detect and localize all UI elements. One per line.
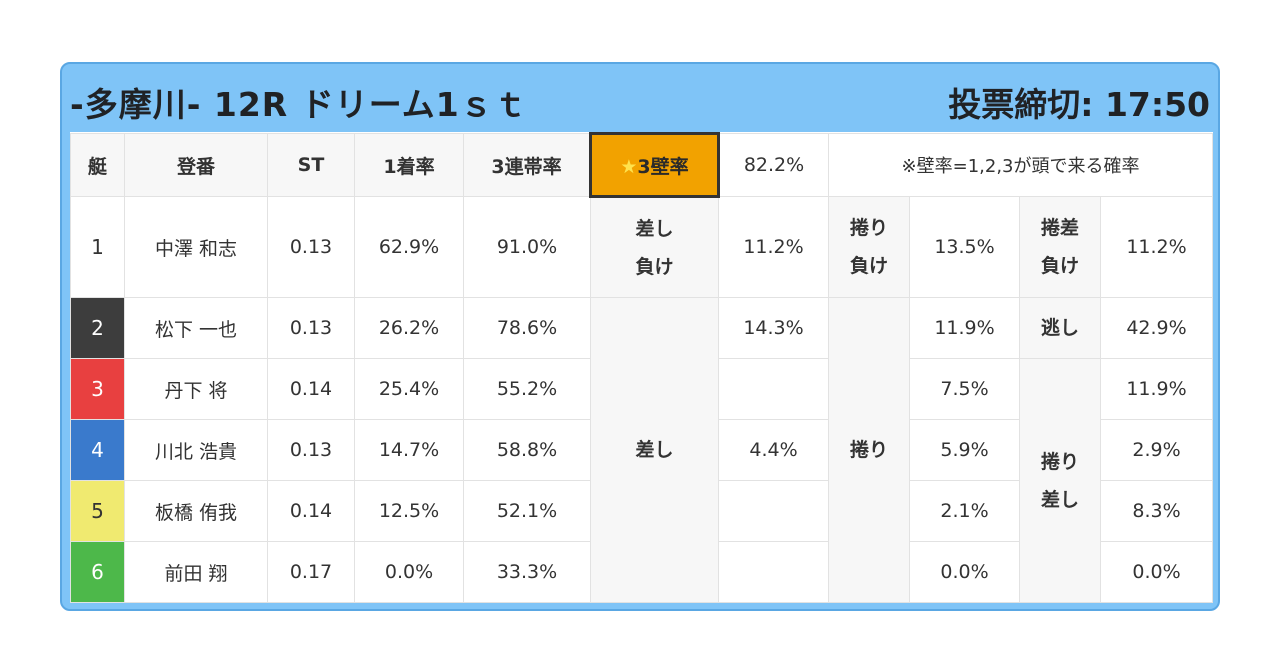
top3-rate-value: 58.8%	[463, 419, 591, 481]
header-row: 艇 登番 ST 1着率 3連帯率 ★3壁率 82.2% ※壁率=1,2,3が頭で…	[70, 132, 1214, 198]
nige-label: 逃し	[1019, 297, 1101, 359]
sashi-value-empty	[718, 480, 829, 542]
st-value: 0.14	[267, 358, 355, 420]
makurizashi-value: 11.9%	[1099, 358, 1214, 420]
makurizashi-value: 0.0%	[1099, 541, 1214, 603]
makuri-value: 0.0%	[909, 541, 1020, 603]
makurizashi-label: 捲り 差し	[1019, 358, 1101, 603]
makuri-value: 5.9%	[909, 419, 1020, 481]
deadline-label: 投票締切: 17:50	[948, 85, 1210, 124]
first-rate-value: 12.5%	[354, 480, 464, 542]
sashi-make-value: 11.2%	[718, 196, 829, 298]
racer-name: 板橋 侑我	[124, 480, 268, 542]
table-row: 2 松下 一也 0.13 26.2% 78.6% 差し 14.3% 捲り 11.…	[70, 297, 1214, 603]
sashi-make-label: 差し 負け	[590, 196, 719, 298]
wall-rate-badge[interactable]: ★3壁率	[589, 132, 720, 198]
title-bar: -多摩川- 12R ドリーム1ｓｔ 投票締切: 17:50	[62, 64, 1218, 132]
st-value: 0.14	[267, 480, 355, 542]
boat-number: 5	[70, 480, 125, 542]
table-row: 6 前田 翔 0.17 0.0% 33.3% 0.0% 0.0%	[70, 541, 1214, 603]
wall-rate-label: 3壁率	[637, 155, 689, 178]
label-line: 負け	[1040, 255, 1079, 277]
racer-name: 前田 翔	[124, 541, 268, 603]
table-row: 1 中澤 和志 0.13 62.9% 91.0% 差し負け 11.2% 捲り負け…	[70, 196, 1214, 298]
col-first-rate-header: 1着率	[354, 133, 464, 197]
col-name-header: 登番	[124, 133, 268, 197]
boat-number: 2	[70, 297, 125, 359]
top3-rate-value: 33.3%	[463, 541, 591, 603]
boat-number: 4	[70, 419, 125, 481]
racer-name: 川北 浩貴	[124, 419, 268, 481]
wall-rate-note: ※壁率=1,2,3が頭で来る確率	[827, 133, 1214, 197]
label-line: 捲り	[1040, 450, 1079, 473]
makurizashi-make-label: 捲差 負け	[1019, 196, 1101, 298]
label-line: 負け	[635, 255, 674, 278]
top3-rate-value: 78.6%	[463, 297, 591, 359]
sashi-label: 差し	[590, 297, 719, 603]
st-value: 0.13	[267, 297, 355, 359]
st-value: 0.13	[267, 196, 355, 298]
star-icon: ★	[620, 155, 638, 178]
col-top3-rate-header: 3連帯率	[463, 133, 591, 197]
makuri-make-value: 13.5%	[909, 196, 1020, 298]
makurizashi-make-value: 11.2%	[1099, 196, 1214, 298]
top3-rate-value: 91.0%	[463, 196, 591, 298]
first-rate-value: 0.0%	[354, 541, 464, 603]
first-rate-value: 25.4%	[354, 358, 464, 420]
boat-number: 1	[70, 196, 125, 298]
st-value: 0.17	[267, 541, 355, 603]
col-st-header: ST	[267, 133, 355, 197]
sashi-value-empty	[718, 358, 829, 420]
label-line: 差し	[635, 217, 674, 240]
makuri-make-label: 捲り 負け	[828, 196, 910, 298]
boat-number: 3	[70, 358, 125, 420]
nige-value: 42.9%	[1099, 297, 1214, 359]
table-row: 3 丹下 将 0.14 25.4% 55.2% 7.5% 捲り差し 11.9%	[70, 358, 1214, 603]
boat-number: 6	[70, 541, 125, 603]
race-card: -多摩川- 12R ドリーム1ｓｔ 投票締切: 17:50 艇 登番 ST 1着…	[60, 62, 1220, 611]
label-line: 捲差	[1040, 217, 1079, 239]
top3-rate-value: 52.1%	[463, 480, 591, 542]
first-rate-value: 14.7%	[354, 419, 464, 481]
table-row: 4 川北 浩貴 0.13 14.7% 58.8% 4.4% 5.9% 2.9%	[70, 419, 1214, 481]
label-line: 負け	[849, 255, 888, 277]
wall-rate-value: 82.2%	[718, 133, 829, 197]
makurizashi-value: 2.9%	[1099, 419, 1214, 481]
first-rate-value: 26.2%	[354, 297, 464, 359]
racer-name: 中澤 和志	[124, 196, 268, 298]
table-row: 5 板橋 侑我 0.14 12.5% 52.1% 2.1% 8.3%	[70, 480, 1214, 542]
sashi-value: 4.4%	[718, 419, 829, 481]
racer-name: 松下 一也	[124, 297, 268, 359]
top3-rate-value: 55.2%	[463, 358, 591, 420]
makuri-value: 7.5%	[909, 358, 1020, 420]
label-line: 捲り	[849, 217, 888, 239]
col-boat-header: 艇	[70, 133, 125, 197]
sashi-value: 14.3%	[718, 297, 829, 359]
makurizashi-value: 8.3%	[1099, 480, 1214, 542]
makuri-label: 捲り	[828, 297, 910, 603]
makuri-value: 11.9%	[909, 297, 1020, 359]
race-title: -多摩川- 12R ドリーム1ｓｔ	[70, 85, 528, 124]
st-value: 0.13	[267, 419, 355, 481]
makuri-value: 2.1%	[909, 480, 1020, 542]
label-line: 差し	[1040, 488, 1079, 511]
first-rate-value: 62.9%	[354, 196, 464, 298]
race-table: 艇 登番 ST 1着率 3連帯率 ★3壁率 82.2% ※壁率=1,2,3が頭で…	[70, 132, 1214, 603]
sashi-value-empty	[718, 541, 829, 603]
racer-name: 丹下 将	[124, 358, 268, 420]
